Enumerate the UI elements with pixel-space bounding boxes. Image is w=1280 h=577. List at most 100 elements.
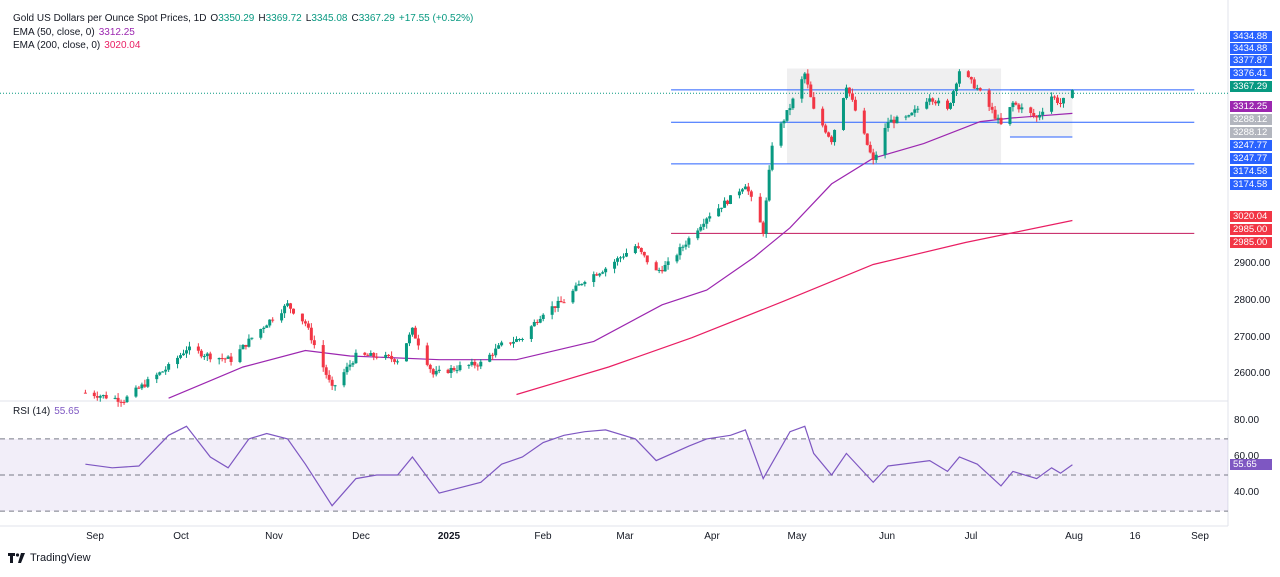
candle-body — [782, 120, 786, 124]
candle — [764, 197, 768, 238]
candle-body — [500, 342, 504, 346]
candle-body — [262, 327, 266, 330]
candle-body — [205, 353, 209, 357]
candle — [889, 114, 893, 123]
candle — [384, 351, 388, 360]
ema50-line — [168, 112, 1073, 399]
candle-body — [978, 88, 982, 91]
candle — [529, 325, 533, 342]
candle-body — [517, 339, 521, 341]
candle-body — [387, 354, 391, 356]
candle — [535, 319, 539, 326]
candle — [158, 371, 162, 376]
candle — [999, 113, 1003, 126]
candle-body — [951, 91, 955, 104]
candle-body — [83, 392, 87, 394]
candle — [946, 98, 950, 111]
candle-body — [550, 306, 554, 315]
candle-body — [1070, 90, 1074, 98]
candle-body — [993, 109, 997, 119]
candle — [500, 340, 504, 347]
candle-body — [824, 125, 828, 133]
candle — [517, 338, 521, 342]
ema50-label: EMA (50, close, 0) — [13, 27, 95, 38]
candle — [758, 193, 762, 223]
candle-body — [223, 358, 227, 360]
candle-body — [946, 100, 950, 109]
price-tag: 3174.58 — [1230, 179, 1272, 190]
tradingview-logo[interactable]: TradingView — [8, 552, 91, 564]
candle-body — [327, 374, 331, 380]
candle-body — [639, 247, 643, 252]
candle-body — [283, 305, 287, 314]
candle-body — [841, 98, 845, 130]
candle-body — [729, 195, 733, 204]
candle-body — [812, 97, 816, 109]
candle-body — [705, 218, 709, 224]
candle-body — [1032, 112, 1036, 117]
candle-body — [434, 370, 438, 375]
candle-body — [125, 396, 129, 403]
candle — [404, 343, 408, 362]
candle-body — [862, 110, 866, 134]
candle — [369, 350, 373, 357]
candle — [550, 301, 554, 320]
time-label: Nov — [265, 531, 283, 542]
candle — [1008, 106, 1012, 126]
candle-body — [969, 76, 973, 80]
candle-body — [289, 303, 293, 309]
candle-body — [621, 256, 625, 258]
price-tag: 3376.41 — [1230, 68, 1272, 79]
time-label: Dec — [352, 531, 370, 542]
candle — [220, 353, 224, 362]
candle — [948, 102, 952, 110]
candle — [393, 358, 397, 365]
candle-body — [821, 108, 825, 126]
candle — [431, 367, 435, 378]
candle-body — [428, 364, 432, 370]
candle — [1070, 89, 1074, 99]
time-label: Apr — [704, 531, 720, 542]
candle-body — [95, 396, 99, 398]
candle — [372, 352, 376, 361]
candle — [113, 395, 117, 400]
candle-body — [990, 106, 994, 110]
candle-body — [598, 273, 602, 276]
candle-body — [425, 345, 429, 365]
candle — [184, 346, 188, 358]
candle — [300, 313, 304, 325]
candle-body — [535, 322, 539, 324]
legend-ema200: EMA (200, close, 0) 3020.04 — [13, 40, 144, 52]
candle — [1050, 92, 1054, 114]
close-value: 3367.29 — [358, 13, 395, 24]
candle — [833, 129, 837, 146]
candle-body — [229, 356, 233, 362]
candle — [654, 260, 658, 271]
candle-body — [966, 71, 970, 77]
candle — [556, 296, 560, 312]
candle — [202, 354, 206, 360]
candle-body — [633, 246, 637, 253]
candle-body — [217, 357, 221, 360]
candle-body — [1058, 102, 1062, 104]
candle — [509, 342, 513, 346]
candle — [871, 148, 875, 165]
candle — [514, 336, 518, 343]
symbol-title: Gold US Dollars per Ounce Spot Prices, 1… — [13, 13, 207, 24]
candle-body — [348, 364, 352, 367]
ema200-label: EMA (200, close, 0) — [13, 40, 101, 51]
candle-body — [116, 397, 120, 402]
candle-body — [244, 344, 248, 347]
candle-body — [520, 338, 524, 340]
candle-body — [708, 216, 712, 219]
legend-rsi: RSI (14) 55.65 — [13, 406, 83, 418]
candle — [119, 399, 123, 407]
candle-body — [208, 353, 212, 360]
candle — [455, 365, 459, 374]
candle — [416, 334, 420, 350]
candle-body — [720, 207, 724, 209]
candle — [803, 72, 807, 84]
candle — [83, 389, 87, 394]
candle-body — [342, 372, 346, 386]
candle-body — [280, 313, 284, 321]
